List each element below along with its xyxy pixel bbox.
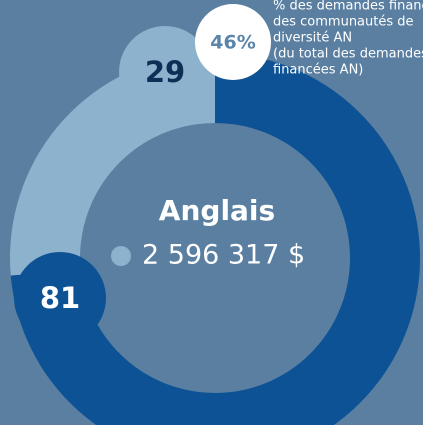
value-label: 29 [145, 55, 185, 89]
donut-segment [10, 53, 420, 425]
value-badge [14, 252, 106, 344]
callout-line: diversité AN [273, 31, 352, 46]
legend-dot [111, 246, 131, 266]
chart-subtitle: 2 596 317 $ [142, 240, 305, 271]
callout-text: % des demandes financéesdes communautés … [273, 0, 423, 78]
callout-line: financées AN) [273, 63, 363, 78]
callout-line: (du total des demandes [273, 47, 423, 62]
callout-line: des communautés de [273, 15, 414, 30]
value-label: 81 [40, 281, 80, 315]
callout-badge [195, 4, 271, 80]
value-badge [119, 26, 211, 118]
callout-line: % des demandes financées [273, 0, 423, 14]
callout-value: 46% [210, 32, 255, 54]
chart-title: Anglais [159, 194, 275, 227]
